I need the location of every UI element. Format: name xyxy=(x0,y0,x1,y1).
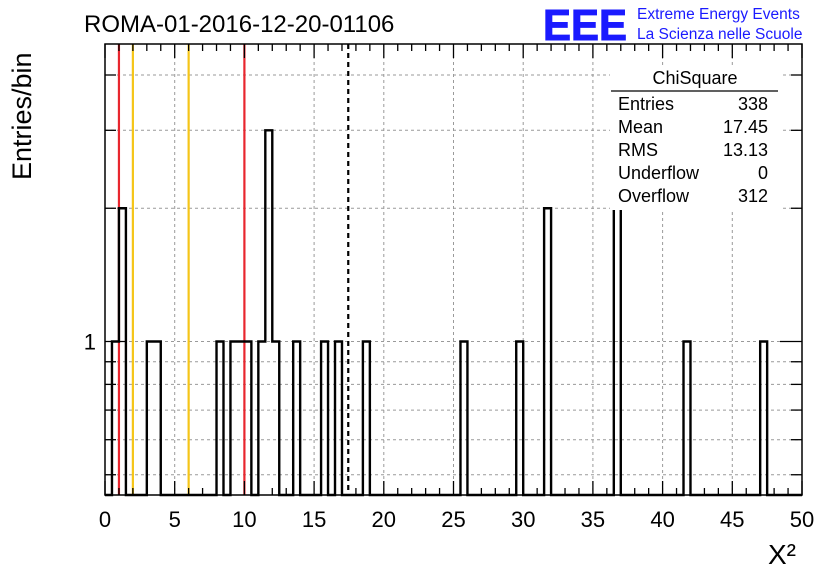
stats-box-background xyxy=(610,66,782,210)
x-tick-label: 50 xyxy=(790,507,814,532)
x-tick-label: 45 xyxy=(720,507,744,532)
y-tick-labels: 1 xyxy=(84,329,96,354)
stats-value-overflow: 312 xyxy=(738,186,768,206)
stats-value-rms: 13.13 xyxy=(723,140,768,160)
stats-value-underflow: 0 xyxy=(758,163,768,183)
x-tick-label: 30 xyxy=(511,507,535,532)
chart-title: ROMA-01-2016-12-20-01106 xyxy=(84,11,394,38)
logo-line2: La Scienza nelle Scuole xyxy=(637,26,802,43)
y-axis-label: Entries/bin xyxy=(7,52,37,180)
stats-box: ChiSquare Entries 338 Mean 17.45 RMS 13.… xyxy=(610,66,782,210)
stats-label-rms: RMS xyxy=(618,140,658,160)
x-tick-label: 20 xyxy=(372,507,396,532)
stats-title: ChiSquare xyxy=(652,68,737,88)
stats-label-entries: Entries xyxy=(618,94,674,114)
x-tick-label: 15 xyxy=(302,507,326,532)
x-tick-label: 35 xyxy=(581,507,605,532)
stats-label-mean: Mean xyxy=(618,117,663,137)
stats-label-underflow: Underflow xyxy=(618,163,700,183)
x-tick-label: 40 xyxy=(650,507,674,532)
stats-label-overflow: Overflow xyxy=(618,186,690,206)
x-tick-label: 25 xyxy=(441,507,465,532)
eee-logo: EEE Extreme Energy Events La Scienza nel… xyxy=(543,1,803,51)
x-axis-label: X² xyxy=(768,539,796,570)
grid-lines xyxy=(105,44,802,495)
stats-value-mean: 17.45 xyxy=(723,117,768,137)
x-tick-label: 0 xyxy=(99,507,111,532)
x-tick-label: 5 xyxy=(169,507,181,532)
stats-value-entries: 338 xyxy=(738,94,768,114)
y-tick-label: 1 xyxy=(84,329,96,354)
x-tick-labels: 0 5 10 15 20 25 30 35 40 45 50 xyxy=(99,507,814,532)
logo-mark: EEE xyxy=(543,1,627,50)
x-tick-label: 10 xyxy=(232,507,256,532)
logo-line1: Extreme Energy Events xyxy=(637,6,800,23)
axis-ticks xyxy=(104,44,803,495)
